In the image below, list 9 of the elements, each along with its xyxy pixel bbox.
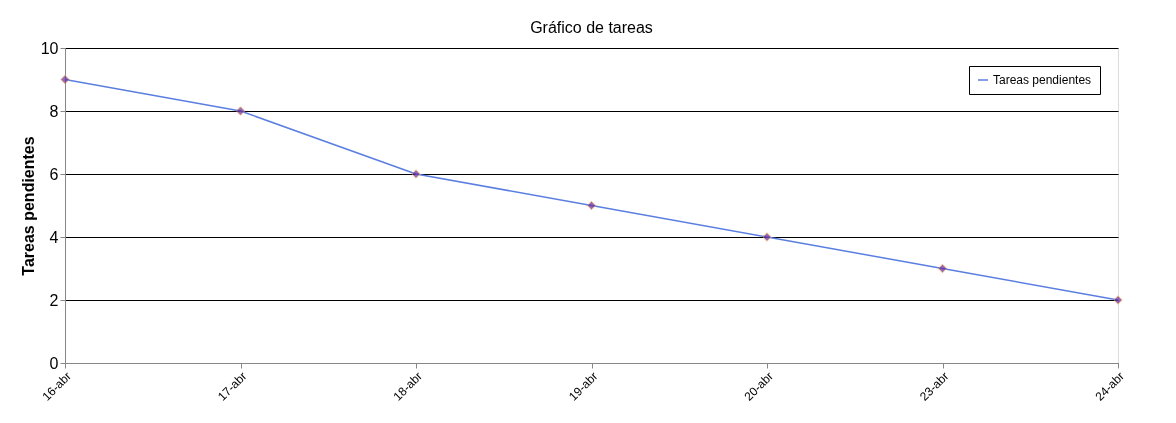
legend-label: Tareas pendientes — [993, 73, 1092, 87]
y-tick-label: 4 — [49, 228, 59, 246]
y-tick-label: 0 — [49, 354, 59, 372]
y-tick-label: 6 — [49, 165, 59, 183]
chart-title: Gráfico de tareas — [530, 19, 653, 36]
y-axis-title: Tareas pendientes — [19, 136, 37, 276]
y-tick-label: 2 — [49, 291, 59, 309]
y-tick-label: 8 — [49, 102, 59, 120]
y-tick-label: 10 — [40, 39, 59, 57]
